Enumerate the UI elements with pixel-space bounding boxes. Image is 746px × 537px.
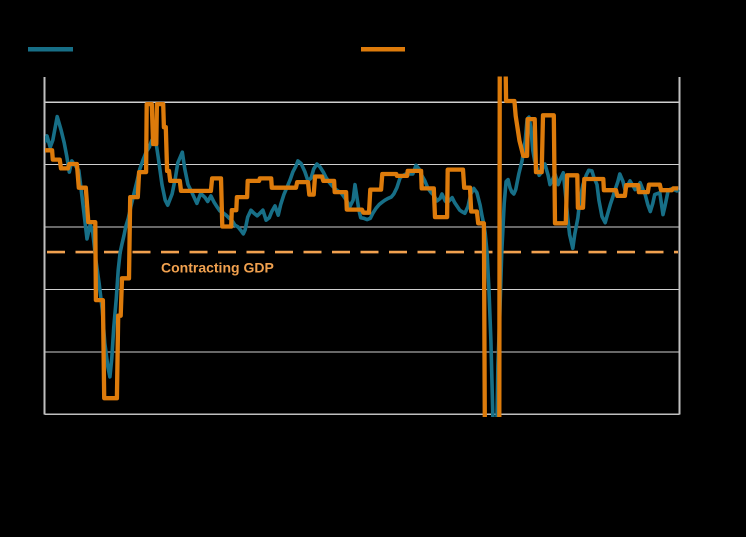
- axis-frame: [43, 77, 681, 416]
- legend: [28, 47, 405, 52]
- series-line-orange: [45, 76, 679, 417]
- contracting-gdp-label: Contracting GDP: [161, 260, 274, 276]
- legend-swatch-teal: [28, 47, 73, 52]
- series-lines: [45, 76, 680, 417]
- legend-swatch-orange: [361, 47, 405, 52]
- gridlines: [44, 101, 680, 353]
